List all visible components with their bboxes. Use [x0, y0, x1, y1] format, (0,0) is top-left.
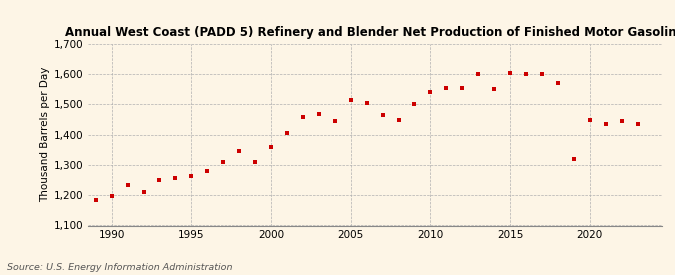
- Y-axis label: Thousand Barrels per Day: Thousand Barrels per Day: [40, 67, 50, 202]
- Point: [600, 122, 611, 126]
- Point: [585, 117, 595, 122]
- Point: [202, 169, 213, 173]
- Point: [346, 98, 356, 102]
- Point: [234, 149, 244, 153]
- Point: [393, 117, 404, 122]
- Point: [489, 87, 500, 92]
- Point: [106, 194, 117, 198]
- Point: [537, 72, 547, 76]
- Point: [568, 157, 579, 161]
- Point: [250, 160, 261, 164]
- Point: [313, 111, 324, 116]
- Point: [409, 102, 420, 107]
- Title: Annual West Coast (PADD 5) Refinery and Blender Net Production of Finished Motor: Annual West Coast (PADD 5) Refinery and …: [65, 26, 675, 39]
- Point: [298, 114, 308, 119]
- Point: [122, 182, 133, 187]
- Point: [281, 131, 292, 135]
- Point: [154, 178, 165, 182]
- Point: [186, 173, 196, 178]
- Point: [553, 81, 564, 86]
- Point: [90, 197, 101, 202]
- Point: [425, 90, 436, 95]
- Point: [441, 86, 452, 90]
- Point: [377, 113, 388, 117]
- Point: [138, 190, 149, 194]
- Point: [170, 175, 181, 180]
- Point: [520, 72, 531, 76]
- Point: [329, 119, 340, 123]
- Point: [266, 145, 277, 149]
- Point: [505, 70, 516, 75]
- Point: [472, 72, 483, 76]
- Point: [218, 160, 229, 164]
- Point: [361, 101, 372, 105]
- Point: [616, 119, 627, 123]
- Text: Source: U.S. Energy Information Administration: Source: U.S. Energy Information Administ…: [7, 263, 232, 272]
- Point: [457, 86, 468, 90]
- Point: [632, 122, 643, 126]
